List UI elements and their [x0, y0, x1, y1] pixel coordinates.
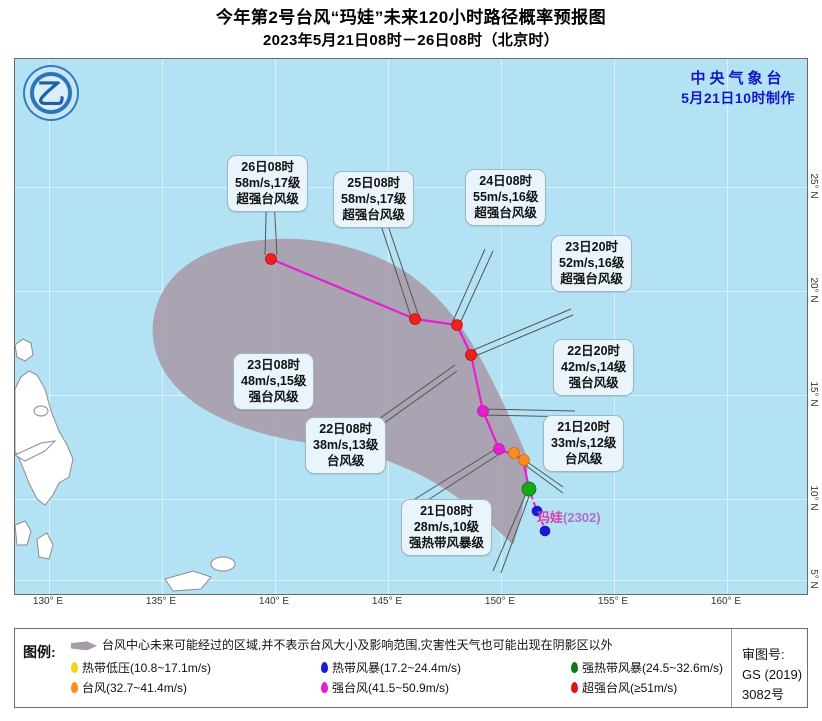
callout-21-08[interactable]: 21日08时 28m/s,10级 强热带风暴级	[401, 499, 493, 556]
legend-item-label: 台风(32.7~41.4m/s)	[82, 681, 188, 695]
callout-wind: 48m/s,15级	[241, 374, 307, 388]
issuer-watermark: 中央气象台 5月21日10时制作	[681, 69, 795, 108]
legend-main: 图例: 台风中心未来可能经过的区域,并不表示台风大小及影响范围,灾害性天气也可能…	[15, 629, 731, 707]
callout-wind: 28m/s,10级	[413, 520, 480, 534]
severe-typhoon-dot-icon	[321, 682, 328, 693]
callout-grade: 超强台风级	[342, 208, 405, 222]
callout-26-08[interactable]: 26日08时 58m/s,17级 超强台风级	[227, 155, 309, 212]
callout-wind: 33m/s,12级	[551, 436, 617, 450]
callout-time: 24日08时	[479, 174, 533, 188]
y-tick: 20° N	[808, 277, 819, 303]
y-tick: 25° N	[808, 173, 819, 199]
x-tick: 135° E	[145, 596, 177, 607]
callout-wind: 58m/s,17级	[341, 192, 407, 206]
y-tick: 15° N	[808, 381, 819, 407]
callout-time: 26日08时	[241, 160, 295, 174]
legend-item-label: 热带低压(10.8~17.1m/s)	[82, 661, 212, 675]
callout-22-20[interactable]: 22日20时 42m/s,14级 强台风级	[553, 339, 635, 396]
callout-time: 22日08时	[319, 422, 373, 436]
callout-22-08[interactable]: 22日08时 38m/s,13级 台风级	[305, 417, 387, 474]
cma-logo-glyph: 乙	[36, 77, 66, 111]
x-tick: 145° E	[371, 596, 403, 607]
legend-item-tropical-storm: 热带风暴(17.2~24.4m/s)	[321, 660, 571, 677]
title-line-1: 今年第2号台风“玛娃”未来120小时路径概率预报图	[215, 8, 607, 27]
x-tick: 140° E	[258, 596, 290, 607]
callout-time: 23日20时	[565, 240, 619, 254]
callout-grade: 强台风级	[568, 376, 619, 390]
legend-item-label: 强热带风暴(24.5~32.6m/s)	[582, 661, 724, 675]
legend-cone-note: 台风中心未来可能经过的区域,并不表示台风大小及影响范围,灾害性天气也可能出现在阴…	[71, 636, 723, 654]
callout-grade: 超强台风级	[474, 206, 537, 220]
callout-wind: 38m/s,13级	[313, 438, 379, 452]
callout-grade: 强台风级	[248, 390, 299, 404]
typhoon-dot-icon	[71, 682, 78, 693]
callout-wind: 42m/s,14级	[561, 360, 627, 374]
super-typhoon-dot-icon	[571, 682, 578, 693]
callout-time: 21日08时	[420, 504, 473, 518]
callout-grade: 超强台风级	[560, 272, 623, 286]
callout-time: 22日20时	[567, 344, 621, 358]
legend-item-super-typhoon: 超强台风(≥51m/s)	[571, 680, 723, 697]
callout-wind: 52m/s,16级	[559, 256, 625, 270]
legend-item-severe-tropical-storm: 强热带风暴(24.5~32.6m/s)	[571, 660, 723, 677]
callout-23-20[interactable]: 23日20时 52m/s,16级 超强台风级	[551, 235, 633, 292]
legend-items: 热带低压(10.8~17.1m/s) 热带风暴(17.2~24.4m/s) 强热…	[71, 660, 723, 697]
review-label: 审图号:	[742, 647, 785, 662]
callout-21-20[interactable]: 21日20时 33m/s,12级 台风级	[543, 415, 625, 472]
callout-grade: 强热带风暴级	[409, 536, 485, 550]
callout-grade: 超强台风级	[236, 192, 299, 206]
issuer-org: 中央气象台	[690, 70, 786, 87]
review-number-panel: 审图号: GS (2019) 3082号	[731, 629, 807, 707]
severe-tropical-storm-dot-icon	[571, 662, 578, 673]
y-tick: 5° N	[808, 569, 819, 589]
track-points	[265, 253, 551, 537]
review-number: GS (2019) 3082号	[742, 667, 803, 702]
legend-item-label: 超强台风(≥51m/s)	[582, 681, 678, 695]
y-tick: 10° N	[808, 485, 819, 511]
callout-time: 23日08时	[247, 358, 301, 372]
callout-24-08[interactable]: 24日08时 55m/s,16级 超强台风级	[465, 169, 547, 226]
cma-logo-icon: 乙	[23, 65, 79, 121]
probability-cone	[152, 238, 528, 545]
callout-25-08[interactable]: 25日08时 58m/s,17级 超强台风级	[333, 171, 415, 228]
callout-grade: 台风级	[564, 452, 603, 466]
issue-time: 5月21日10时制作	[681, 90, 795, 106]
legend-panel: 图例: 台风中心未来可能经过的区域,并不表示台风大小及影响范围,灾害性天气也可能…	[14, 628, 808, 708]
legend-item-tropical-depression: 热带低压(10.8~17.1m/s)	[71, 660, 321, 677]
legend-item-label: 强台风(41.5~50.9m/s)	[332, 681, 450, 695]
legend-item-label: 热带风暴(17.2~24.4m/s)	[332, 661, 462, 675]
tropical-depression-dot-icon	[71, 662, 78, 673]
coastlines	[15, 178, 576, 592]
x-tick: 155° E	[597, 596, 629, 607]
x-tick: 150° E	[484, 596, 516, 607]
page-title: 今年第2号台风“玛娃”未来120小时路径概率预报图 2023年5月21日08时－…	[0, 6, 822, 52]
legend-item-typhoon: 台风(32.7~41.4m/s)	[71, 680, 321, 697]
latitude-axis: 25° N 20° N 15° N 10° N 5° N	[794, 58, 822, 595]
callout-wind: 58m/s,17级	[235, 176, 301, 190]
legend-item-severe-typhoon: 强台风(41.5~50.9m/s)	[321, 680, 571, 697]
x-tick: 160° E	[710, 596, 742, 607]
cone-swatch-icon	[71, 641, 97, 651]
callout-23-08[interactable]: 23日08时 48m/s,15级 强台风级	[233, 353, 315, 410]
legend-title: 图例:	[23, 644, 56, 660]
tropical-storm-dot-icon	[321, 662, 328, 673]
callout-wind: 55m/s,16级	[473, 190, 539, 204]
legend-cone-text: 台风中心未来可能经过的区域,并不表示台风大小及影响范围,灾害性天气也可能出现在阴…	[102, 638, 613, 652]
storm-number: (2302)	[563, 510, 601, 525]
title-line-2: 2023年5月21日08时－26日08时（北京时）	[263, 32, 559, 49]
storm-name-label: 玛娃(2302)	[537, 507, 601, 526]
callout-time: 21日20时	[557, 420, 611, 434]
longitude-axis: 130° E 135° E 140° E 145° E 150° E 155° …	[14, 596, 808, 616]
callout-time: 25日08时	[347, 176, 401, 190]
map-canvas[interactable]: 乙 中央气象台 5月21日10时制作 26日08时 58m/s,17级 超强台风…	[14, 58, 808, 595]
storm-name-text: 玛娃	[537, 510, 564, 525]
callout-grade: 台风级	[326, 454, 365, 468]
x-tick: 130° E	[32, 596, 64, 607]
